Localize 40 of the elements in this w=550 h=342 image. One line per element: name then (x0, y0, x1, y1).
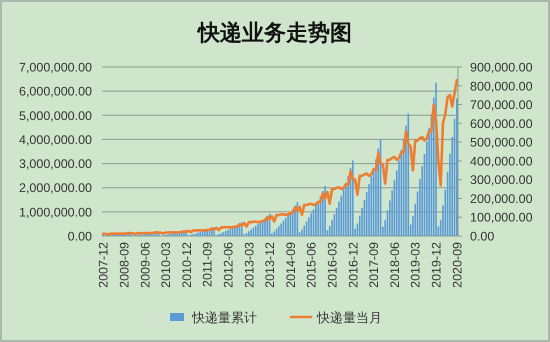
x-tick-label: 2015-06 (304, 242, 319, 288)
x-tick-label: 2016-03 (326, 242, 340, 288)
x-tick-label: 2019-03 (408, 242, 423, 288)
x-tick-label: 2008-09 (117, 242, 132, 288)
legend-label: 快递量累计 (191, 310, 257, 325)
y2-tick-label: 100,000.00 (470, 210, 533, 225)
x-tick-label: 2016-12 (346, 242, 360, 288)
y2-tick-label: 700,000.00 (470, 98, 533, 112)
x-tick-label: 2020-09 (450, 242, 464, 288)
x-tick-label: 2014-09 (284, 242, 298, 288)
y-tick-label: 1,000,000.00 (19, 205, 92, 220)
y2-tick-label: 0.00 (470, 230, 494, 244)
y2-tick-label: 200,000.00 (470, 192, 533, 206)
x-tick-label: 2013-12 (263, 242, 278, 288)
y2-tick-label: 800,000.00 (470, 79, 533, 94)
x-tick-label: 2010-12 (180, 242, 194, 288)
x-tick-label: 2013-03 (242, 242, 256, 288)
y-tick-label: 7,000,000.00 (19, 60, 92, 74)
x-tick-label: 2010-03 (159, 242, 174, 288)
y-tick-label: 3,000,000.00 (19, 157, 92, 172)
x-tick-label: 2011-09 (200, 242, 215, 287)
chart-title: 快递业务走势图 (196, 20, 352, 45)
y2-tick-label: 900,000.00 (470, 60, 533, 74)
y2-tick-label: 600,000.00 (470, 116, 533, 131)
y-tick-label: 5,000,000.00 (19, 108, 92, 123)
y-tick-label: 6,000,000.00 (19, 84, 92, 99)
y2-tick-label: 300,000.00 (470, 173, 533, 188)
y-tick-label: 4,000,000.00 (19, 132, 92, 147)
x-tick-label: 2017-09 (367, 242, 382, 288)
x-tick-label: 2019-12 (430, 242, 444, 288)
y-tick-label: 2,000,000.00 (19, 181, 92, 196)
y2-tick-label: 500,000.00 (470, 136, 533, 150)
y-tick-label: 0.00 (68, 230, 92, 244)
x-tick-label: 2012-06 (221, 242, 236, 288)
y2-tick-label: 400,000.00 (470, 154, 533, 168)
line-series (102, 78, 458, 236)
x-tick-label: 2009-06 (138, 242, 152, 288)
legend-label: 快递量当月 (316, 310, 382, 325)
x-tick-label: 2007-12 (96, 242, 111, 288)
x-tick-label: 2018-06 (388, 242, 402, 288)
